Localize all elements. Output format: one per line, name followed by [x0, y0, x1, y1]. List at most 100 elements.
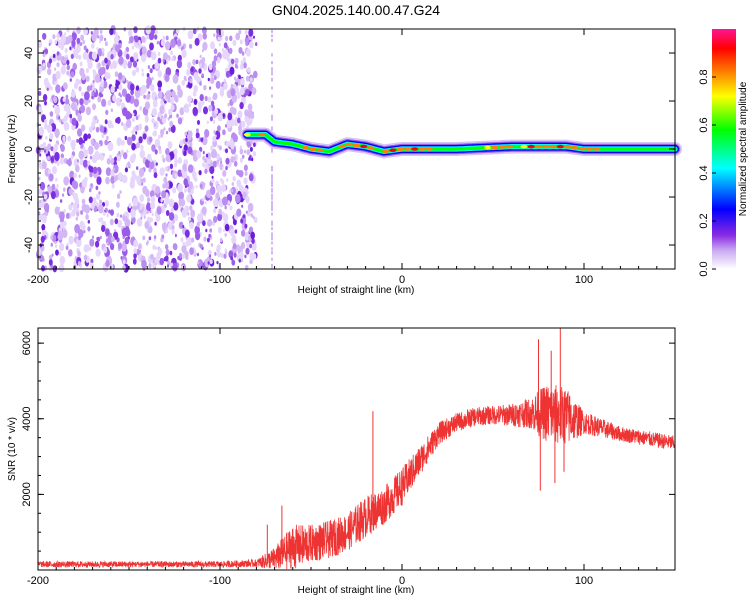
x-tick-label: 100 — [575, 274, 593, 286]
y-tick-label: 20 — [23, 95, 35, 107]
noise-blob — [152, 109, 156, 116]
noise-blob — [136, 166, 138, 170]
noise-blob — [112, 95, 116, 102]
noise-blob — [213, 33, 215, 37]
noise-blob — [214, 48, 218, 54]
noise-blob — [169, 212, 174, 221]
noise-blob — [150, 254, 154, 260]
noise-blob — [184, 144, 188, 151]
noise-blob — [127, 137, 132, 146]
noise-blob — [210, 77, 214, 84]
noise-blob — [140, 179, 143, 183]
noise-blob — [165, 229, 168, 234]
signal-peak — [586, 147, 593, 151]
noise-blob — [197, 222, 200, 228]
noise-blob — [163, 222, 166, 228]
signal-peak — [338, 145, 345, 149]
snr-series-line — [38, 385, 675, 569]
noise-blob — [78, 55, 81, 60]
noise-blob — [172, 263, 177, 272]
signal-peak — [550, 145, 557, 149]
noise-blob — [141, 150, 145, 157]
signal-peak — [368, 146, 375, 150]
noise-blob — [214, 55, 218, 61]
signal-peak — [302, 146, 309, 150]
noise-blob — [241, 121, 245, 128]
signal-peak — [309, 147, 316, 151]
noise-blob — [114, 36, 119, 44]
noise-blob — [147, 154, 151, 161]
noise-blob — [243, 62, 247, 68]
noise-blob — [69, 47, 71, 51]
noise-blob — [106, 167, 111, 176]
noise-blob — [42, 33, 46, 40]
signal-peak — [557, 145, 564, 149]
noise-blob — [111, 236, 115, 242]
noise-blob — [224, 42, 228, 48]
noise-blob — [216, 261, 218, 264]
noise-blob — [170, 51, 173, 56]
noise-blob — [128, 203, 131, 209]
colorbar-tick-label: 0.2 — [698, 213, 710, 228]
noise-blob — [243, 215, 245, 219]
snr-x-label: Height of straight line (km) — [298, 585, 415, 596]
noise-blob — [70, 71, 74, 77]
noise-blob — [271, 197, 273, 200]
noise-blob — [145, 116, 149, 123]
noise-blob — [57, 162, 59, 166]
noise-blob — [125, 167, 128, 172]
noise-blob — [234, 253, 237, 258]
noise-blob — [271, 87, 273, 90]
noise-blob — [110, 54, 113, 60]
noise-blob — [144, 216, 146, 219]
noise-blob — [51, 146, 54, 151]
noise-blob — [225, 233, 227, 237]
noise-blob — [231, 144, 234, 149]
noise-blob — [225, 36, 228, 42]
noise-blob — [245, 30, 248, 35]
noise-blob — [92, 154, 97, 163]
noise-blob — [70, 140, 75, 149]
noise-blob — [148, 65, 150, 69]
noise-blob — [240, 64, 244, 70]
noise-blob — [82, 203, 87, 211]
noise-blob — [129, 36, 134, 44]
noise-blob — [217, 185, 222, 193]
noise-blob — [165, 41, 171, 50]
noise-blob — [49, 58, 52, 63]
noise-blob — [44, 149, 46, 153]
snr-ticks: -200 -100 0 100 2000 4000 6000 — [21, 328, 675, 587]
noise-blob — [93, 167, 98, 174]
noise-blob — [203, 151, 205, 154]
noise-blob — [91, 203, 95, 210]
noise-blob — [112, 184, 115, 189]
noise-blob — [176, 114, 178, 118]
noise-blob — [96, 237, 98, 241]
noise-blob — [81, 91, 84, 96]
noise-blob — [50, 111, 54, 117]
noise-blob — [126, 119, 131, 128]
colorbar: 0.00.20.40.60.8 Normalized spectral ampl… — [698, 29, 749, 277]
noise-blob — [271, 222, 273, 225]
noise-blob — [208, 97, 212, 103]
noise-blob — [271, 264, 273, 267]
noise-blob — [102, 52, 105, 56]
noise-blob — [123, 63, 126, 68]
signal-peak — [411, 147, 418, 151]
noise-blob — [81, 124, 85, 131]
noise-blob — [142, 47, 147, 55]
noise-blob — [41, 236, 45, 243]
noise-blob — [188, 217, 191, 222]
noise-blob — [240, 87, 245, 95]
noise-blob — [101, 221, 103, 225]
noise-blob — [210, 186, 215, 195]
noise-blob — [208, 78, 210, 81]
noise-blob — [49, 259, 53, 265]
noise-blob — [79, 98, 83, 105]
noise-blob — [106, 242, 108, 245]
noise-blob — [117, 137, 122, 146]
noise-blob — [74, 224, 80, 233]
noise-blob — [235, 79, 237, 82]
noise-blob — [67, 136, 71, 142]
noise-blob — [246, 211, 248, 214]
